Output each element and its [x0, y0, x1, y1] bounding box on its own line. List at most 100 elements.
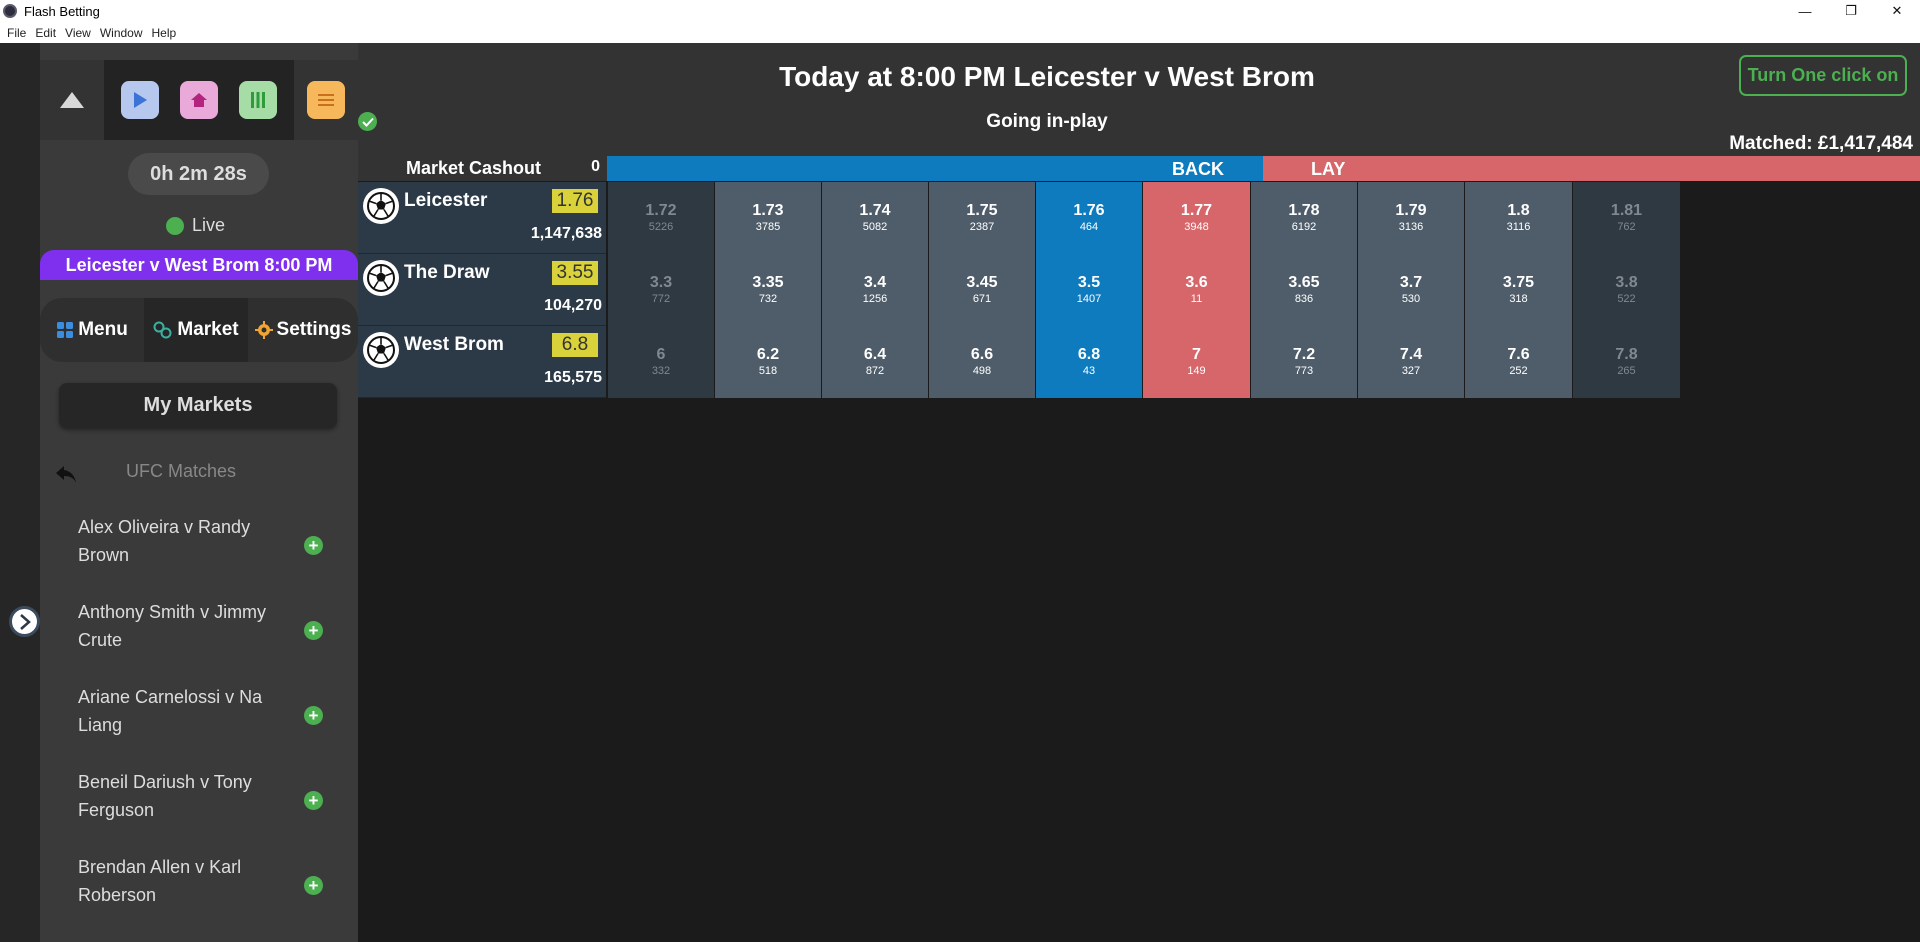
lay-price-cell[interactable]: 1.79 3136: [1358, 182, 1464, 254]
add-market-plus-icon[interactable]: +: [304, 621, 323, 640]
price-odds: 1.8: [1507, 201, 1530, 219]
runner-info[interactable]: The Draw 3.55 104,270: [358, 254, 606, 326]
menu-window[interactable]: Window: [99, 25, 143, 40]
market-cashout[interactable]: Market Cashout 0: [358, 156, 607, 181]
price-stake: 498: [972, 364, 992, 377]
lay-price-cell[interactable]: 3.75 318: [1465, 254, 1572, 326]
menu-edit[interactable]: Edit: [35, 25, 57, 40]
price-stake: 327: [1401, 364, 1421, 377]
expand-sidebar-button[interactable]: [9, 606, 40, 637]
back-price-cell[interactable]: 3.35 732: [715, 254, 821, 326]
menu-view[interactable]: View: [65, 25, 91, 40]
nav-menu-button[interactable]: Menu: [40, 298, 144, 362]
price-odds: 6.4: [863, 345, 887, 363]
price-stake: 332: [651, 364, 671, 377]
runner-volume: 1,147,638: [530, 225, 602, 242]
nav-market-button[interactable]: Market: [144, 298, 248, 362]
sidebar-nav: Menu Market Settings: [40, 298, 358, 362]
runner-info[interactable]: West Brom 6.8 165,575: [358, 326, 606, 398]
maximize-button[interactable]: ❐: [1845, 3, 1857, 18]
back-price-cell[interactable]: 6 332: [608, 326, 714, 398]
lay-price-cell[interactable]: 1.81 762: [1573, 182, 1680, 254]
back-price-cell[interactable]: 3.45 671: [929, 254, 1035, 326]
lay-header: LAY: [1263, 156, 1920, 181]
add-market-plus-icon[interactable]: +: [304, 876, 323, 895]
home-button[interactable]: [179, 81, 218, 119]
back-price-cell[interactable]: 1.72 5226: [608, 182, 714, 254]
price-odds: 1.78: [1288, 201, 1320, 219]
last-traded-price: 6.8: [552, 333, 598, 357]
price-stake: 872: [865, 364, 885, 377]
hamburger-icon: [307, 81, 345, 119]
live-label: Live: [192, 215, 226, 235]
lay-price-cell[interactable]: 7.2 773: [1251, 326, 1357, 398]
close-button[interactable]: ✕: [1891, 3, 1903, 18]
hamburger-button[interactable]: [294, 60, 358, 140]
ladder-header: Market Cashout 0 BACK LAY: [358, 156, 1920, 181]
minimize-button[interactable]: —: [1798, 3, 1812, 19]
market-header: Today at 8:00 PM Leicester v West Brom G…: [358, 43, 1920, 156]
back-arrow-icon[interactable]: [55, 464, 77, 484]
runner-volume: 165,575: [544, 369, 602, 386]
back-price-cell[interactable]: 6.8 43: [1036, 326, 1142, 398]
lay-price-cell[interactable]: 3.6 11: [1143, 254, 1250, 326]
quick-actions: [40, 60, 358, 140]
collapse-button[interactable]: [40, 60, 104, 140]
lay-price-cell[interactable]: 3.65 836: [1251, 254, 1357, 326]
lay-price-cell[interactable]: 7.8 265: [1573, 326, 1680, 398]
back-price-cell[interactable]: 1.75 2387: [929, 182, 1035, 254]
soccer-ball-icon: [363, 332, 399, 368]
market-icon: [153, 321, 172, 339]
nav-settings-button[interactable]: Settings: [248, 298, 358, 362]
price-stake: 671: [972, 292, 992, 305]
lay-price-cell[interactable]: 1.78 6192: [1251, 182, 1357, 254]
selected-event-bar[interactable]: Leicester v West Brom 8:00 PM: [40, 250, 358, 280]
lay-price-cell[interactable]: 3.7 530: [1358, 254, 1464, 326]
price-stake: 3136: [1398, 220, 1424, 233]
back-price-cell[interactable]: 6.2 518: [715, 326, 821, 398]
lay-price-cell[interactable]: 7.6 252: [1465, 326, 1572, 398]
list-item[interactable]: Alex Oliveira v Randy Brown +: [40, 513, 358, 598]
nav-menu-label: Menu: [78, 319, 128, 340]
price-stake: 762: [1617, 220, 1636, 233]
lay-price-cell[interactable]: 7 149: [1143, 326, 1250, 398]
cashout-value: 0: [591, 158, 600, 175]
runner-volume: 104,270: [544, 297, 602, 314]
price-stake: 772: [651, 292, 671, 305]
back-price-cell[interactable]: 3.5 1407: [1036, 254, 1142, 326]
play-button[interactable]: [120, 81, 159, 119]
price-odds: 7: [1192, 345, 1201, 363]
runner-row: West Brom 6.8 165,575 6 332 6.2 518 6.4 872 6.6 49…: [358, 326, 1920, 398]
list-item[interactable]: Ariane Carnelossi v Na Liang +: [40, 683, 358, 768]
back-price-cell[interactable]: 3.3 772: [608, 254, 714, 326]
back-price-cell[interactable]: 6.4 872: [822, 326, 928, 398]
price-stake: 318: [1509, 292, 1528, 305]
lay-price-cell[interactable]: 1.77 3948: [1143, 182, 1250, 254]
list-item[interactable]: Beneil Dariush v Tony Ferguson +: [40, 768, 358, 853]
add-market-plus-icon[interactable]: +: [304, 536, 323, 555]
lay-price-cell[interactable]: 3.8 522: [1573, 254, 1680, 326]
add-market-plus-icon[interactable]: +: [304, 791, 323, 810]
add-market-plus-icon[interactable]: +: [304, 706, 323, 725]
list-item[interactable]: Anthony Smith v Jimmy Crute +: [40, 598, 358, 683]
back-price-cell[interactable]: 1.74 5082: [822, 182, 928, 254]
back-price-cell[interactable]: 6.6 498: [929, 326, 1035, 398]
menu-file[interactable]: File: [7, 25, 27, 40]
lay-price-cell[interactable]: 1.8 3116: [1465, 182, 1572, 254]
price-odds: 3.3: [649, 273, 673, 291]
back-price-cell[interactable]: 3.4 1256: [822, 254, 928, 326]
match-name: Beneil Dariush v Tony Ferguson: [78, 772, 252, 820]
ladder-view-button[interactable]: [239, 81, 278, 119]
runner-info[interactable]: Leicester 1.76 1,147,638: [358, 182, 606, 254]
my-markets-button[interactable]: My Markets: [59, 383, 337, 428]
one-click-toggle-button[interactable]: Turn One click on: [1739, 55, 1907, 96]
runner-name: The Draw: [404, 262, 490, 283]
back-price-cell[interactable]: 1.76 464: [1036, 182, 1142, 254]
price-odds: 3.65: [1288, 273, 1320, 291]
lay-price-cell[interactable]: 7.4 327: [1358, 326, 1464, 398]
menu-help[interactable]: Help: [151, 25, 177, 40]
list-item[interactable]: Brendan Allen v Karl Roberson +: [40, 853, 358, 938]
price-stake: 3785: [755, 220, 781, 233]
back-price-cell[interactable]: 1.73 3785: [715, 182, 821, 254]
price-odds: 1.77: [1180, 201, 1213, 219]
